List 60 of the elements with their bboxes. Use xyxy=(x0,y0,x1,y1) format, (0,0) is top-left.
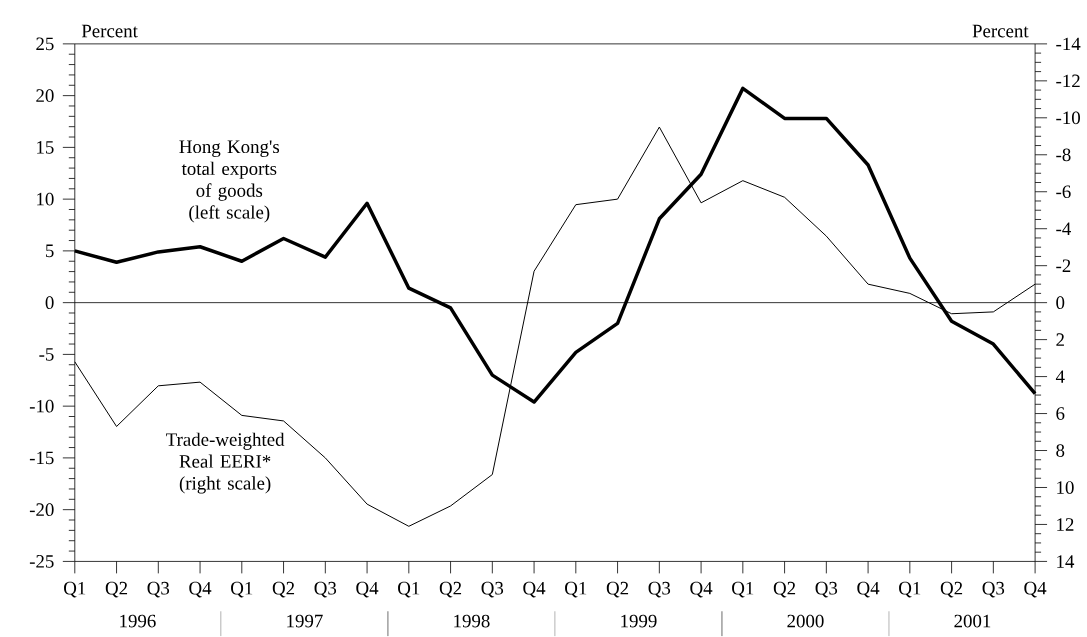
x-tick-label: Q3 xyxy=(314,582,337,598)
x-tick-label: Q4 xyxy=(1024,582,1047,598)
y2-tick-label: 2 xyxy=(1056,333,1064,347)
y-tick-label: -5 xyxy=(39,348,54,361)
text: 1998 xyxy=(454,614,490,628)
text: 1997 xyxy=(287,614,323,628)
x-tick-label: Q2 xyxy=(940,582,963,598)
y-tick-label: 10 xyxy=(37,193,54,206)
y-tick-label: 25 xyxy=(36,37,54,51)
y2-tick-label: -10 xyxy=(1056,111,1080,125)
series-label: Trade-weighted Real EERI* (right scale) xyxy=(166,432,285,494)
y2-tick-label: -8 xyxy=(1056,148,1071,162)
y2-tick-label: -6 xyxy=(1056,185,1071,199)
x-tick-label: Q1 xyxy=(732,582,754,598)
x-tick-label: Q3 xyxy=(481,582,504,598)
x-tick-label: Q3 xyxy=(982,582,1005,598)
x-tick-label: Q4 xyxy=(189,582,212,598)
x-tick-label: Q3 xyxy=(648,582,671,598)
y-tick-label: -15 xyxy=(29,451,54,465)
y-tick-label: -20 xyxy=(29,503,54,517)
text: 2000 xyxy=(787,614,824,628)
x-tick-label: Q2 xyxy=(773,582,796,598)
text: 1999 xyxy=(621,614,657,628)
y2-tick-label: -4 xyxy=(1056,222,1071,236)
y2-axis-title: Percent xyxy=(972,25,1029,38)
x-tick-label: Q1 xyxy=(899,582,921,598)
x-tick-label: Q2 xyxy=(606,582,629,598)
x-tick-label: Q3 xyxy=(815,582,838,598)
x-tick-label: Q1 xyxy=(231,582,253,598)
x-tick-label: Q2 xyxy=(105,582,128,598)
y2-tick-label: -12 xyxy=(1056,74,1080,88)
y-tick-label: 15 xyxy=(37,141,54,154)
y2-tick-label: 10 xyxy=(1057,481,1074,495)
text: 2001 xyxy=(954,614,991,628)
x-tick-label: Q4 xyxy=(356,582,379,598)
y2-tick-label: -14 xyxy=(1056,37,1081,51)
x-tick-label: Q1 xyxy=(64,582,86,598)
series-label: Hong Kong's total exports of goods (left scale) xyxy=(179,140,280,223)
x-tick-label: Q2 xyxy=(439,582,462,598)
x-tick-label: Q1 xyxy=(398,582,420,598)
x-tick-label: Q4 xyxy=(523,582,546,598)
y2-tick-label: 0 xyxy=(1056,296,1065,310)
y-tick-label: -10 xyxy=(29,400,54,413)
text: 1996 xyxy=(120,614,156,628)
x-tick-label: Q4 xyxy=(690,582,713,598)
x-tick-label: Q3 xyxy=(147,582,170,598)
x-tick-label: Q4 xyxy=(857,582,880,598)
y2-tick-label: 14 xyxy=(1057,555,1075,568)
y2-tick-label: 6 xyxy=(1056,407,1065,421)
y-tick-label: 0 xyxy=(45,296,54,310)
x-tick-label: Q2 xyxy=(272,582,295,598)
y2-tick-label: 4 xyxy=(1055,370,1065,384)
y-tick-label: 20 xyxy=(36,89,54,103)
y-tick-label: 5 xyxy=(46,244,54,258)
y2-tick-label: 8 xyxy=(1056,444,1065,458)
x-tick-label: Q1 xyxy=(565,582,587,598)
y2-tick-label: 12 xyxy=(1057,518,1074,531)
y-axis-title: Percent xyxy=(81,25,138,38)
y2-tick-label: -2 xyxy=(1056,259,1071,273)
y-tick-label: -25 xyxy=(29,555,54,569)
